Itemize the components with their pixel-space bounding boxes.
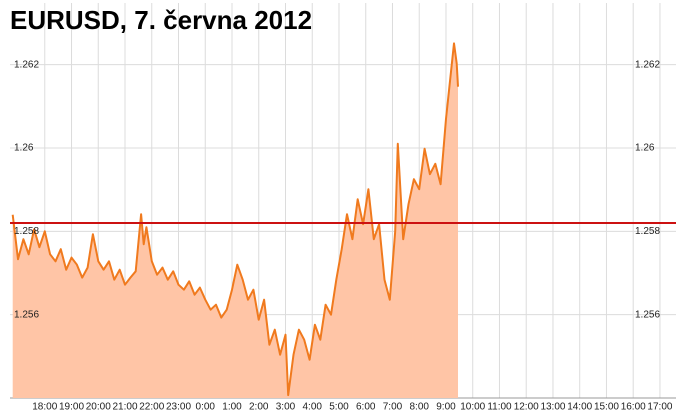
chart-title: EURUSD, 7. června 2012 — [10, 5, 312, 35]
y-tick-label: 1.26 — [635, 143, 655, 154]
plot — [10, 42, 676, 399]
x-tick-label: 10:00 — [460, 402, 485, 413]
y-tick-label: 1.258 — [635, 226, 660, 237]
x-tick-label: 22:00 — [139, 402, 164, 413]
y-tick-label: 1.26 — [14, 143, 34, 154]
x-tick-label: 20:00 — [86, 402, 111, 413]
x-tick-label: 0:00 — [196, 402, 216, 413]
x-tick-label: 12:00 — [514, 402, 539, 413]
x-tick-label: 7:00 — [383, 402, 403, 413]
x-tick-label: 5:00 — [329, 402, 349, 413]
x-tick-label: 2:00 — [249, 402, 269, 413]
y-tick-label: 1.256 — [635, 309, 660, 320]
x-tick-label: 21:00 — [112, 402, 137, 413]
y-tick-label: 1.262 — [14, 59, 39, 70]
x-tick-label: 14:00 — [567, 402, 592, 413]
x-tick-label: 18:00 — [32, 402, 57, 413]
x-tick-label: 9:00 — [436, 402, 456, 413]
x-tick-label: 16:00 — [621, 402, 646, 413]
y-tick-label: 1.258 — [14, 226, 39, 237]
x-tick-label: 11:00 — [487, 402, 512, 413]
x-tick-label: 8:00 — [409, 402, 429, 413]
x-tick-label: 15:00 — [594, 402, 619, 413]
x-tick-label: 6:00 — [356, 402, 376, 413]
line — [11, 42, 459, 397]
area — [12, 43, 458, 399]
x-tick-label: 19:00 — [59, 402, 84, 413]
x-tick-label: 4:00 — [303, 402, 323, 413]
x-tick-label: 17:00 — [647, 402, 672, 413]
y-tick-label: 1.262 — [635, 59, 660, 70]
x-tick-label: 23:00 — [166, 402, 191, 413]
x-tick-label: 1:00 — [222, 402, 242, 413]
labels: 18:00 19:00 20:00 21:00 22:00 23:00 0:00 1:00 2:… — [14, 59, 673, 412]
x-tick-label: 3:00 — [276, 402, 296, 413]
y-tick-label: 1.256 — [14, 309, 39, 320]
grid — [10, 3, 676, 399]
x-tick-label: 13:00 — [540, 402, 565, 413]
